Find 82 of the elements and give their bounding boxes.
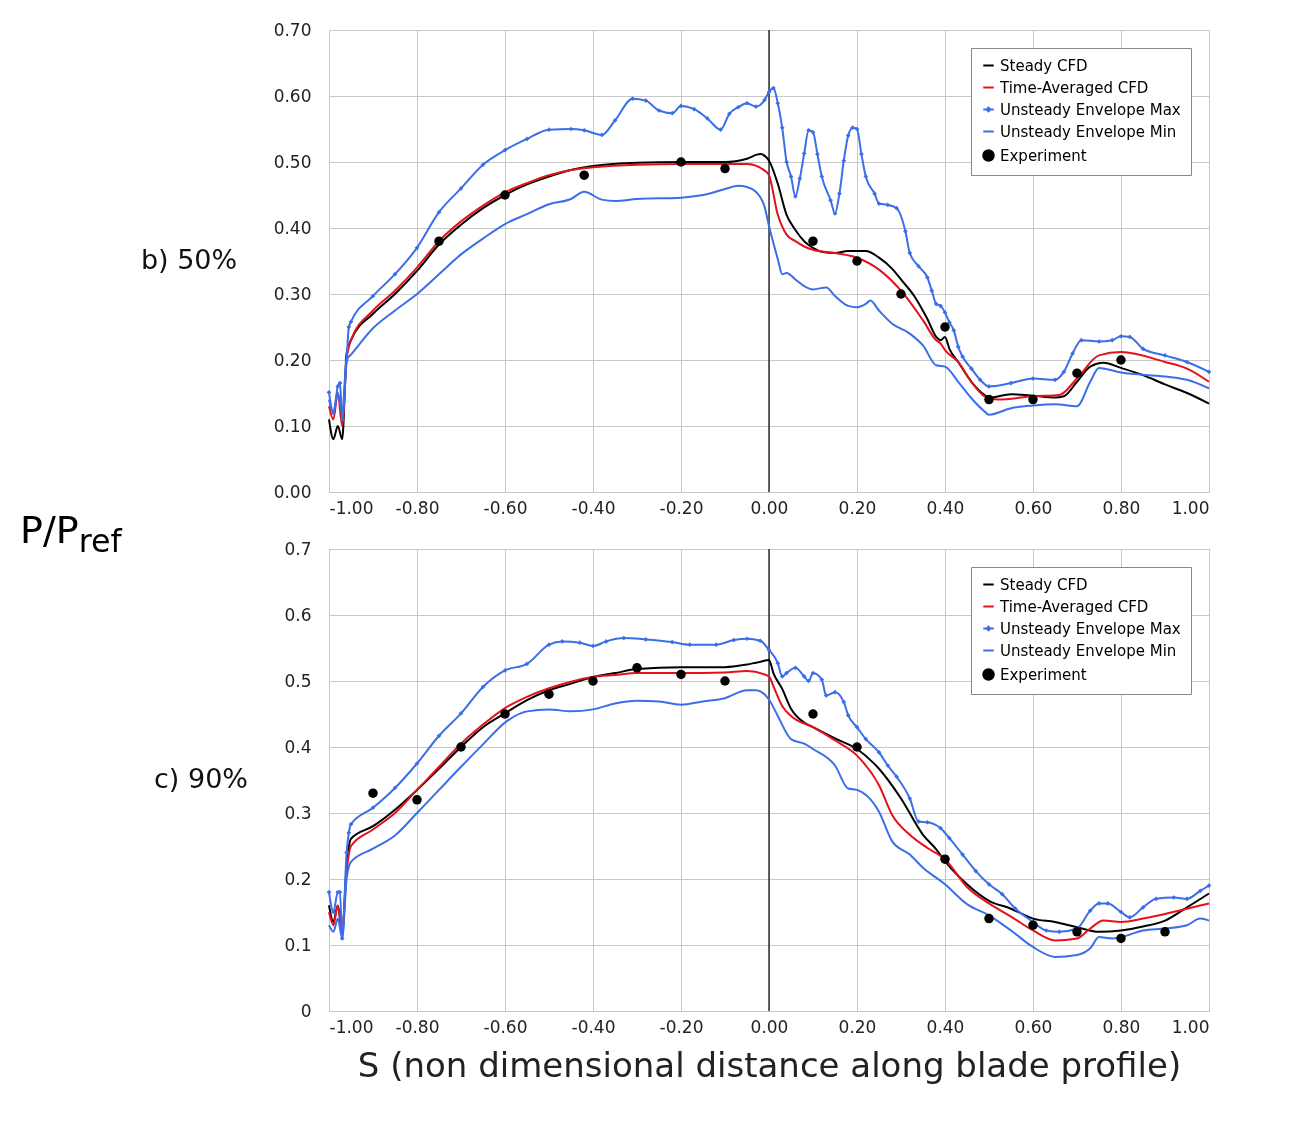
x-tick-label: 1.00 xyxy=(1171,497,1210,518)
x-tick-label: -0.20 xyxy=(659,1016,704,1037)
x-tick-label: 0.80 xyxy=(1102,497,1141,518)
x-tick-label: 0.60 xyxy=(1014,1016,1053,1037)
x-tick-label: 0.60 xyxy=(1014,497,1053,518)
x-tick-label: 0.20 xyxy=(838,497,877,518)
x-tick-label: -0.40 xyxy=(571,1016,616,1037)
legend-label: Steady CFD xyxy=(1000,56,1088,75)
y-tick-label: 0.5 xyxy=(284,670,312,691)
point xyxy=(808,709,818,719)
y-tick-label: 0 xyxy=(300,1000,312,1021)
y-tick-label: 0.4 xyxy=(284,736,312,757)
x-tick-label: -0.60 xyxy=(483,1016,528,1037)
point xyxy=(500,190,510,200)
x-tick-label: -0.20 xyxy=(659,497,704,518)
point xyxy=(1116,355,1126,365)
y-tick-label: 0.00 xyxy=(273,481,312,502)
point xyxy=(808,236,818,246)
point xyxy=(720,676,730,686)
y-tick-label: 0.7 xyxy=(284,538,312,559)
y-tick-label: 0.10 xyxy=(273,415,312,436)
point xyxy=(984,394,994,405)
x-tick-label: -0.40 xyxy=(571,497,616,518)
x-tick-label: 0.40 xyxy=(926,497,965,518)
legend-label: Unsteady Envelope Min xyxy=(1000,122,1177,141)
point xyxy=(1072,927,1082,937)
point xyxy=(412,795,422,805)
point xyxy=(500,709,510,719)
y-tick-label: 0.40 xyxy=(273,217,312,238)
point xyxy=(588,676,598,686)
legend-label: Time-Averaged CFD xyxy=(999,78,1149,97)
point xyxy=(1028,920,1038,930)
point xyxy=(720,163,730,174)
y-tick-label: 0.3 xyxy=(284,802,312,823)
legend-label: Unsteady Envelope Max xyxy=(1000,100,1181,119)
legend-label: Unsteady Envelope Max xyxy=(1000,619,1181,638)
y-axis-title: P/P$_{ref}$ xyxy=(20,508,122,559)
x-tick-label: 1.00 xyxy=(1171,1016,1210,1037)
x-tick-label: -0.80 xyxy=(395,1016,440,1037)
point xyxy=(896,289,906,299)
point xyxy=(1028,394,1038,405)
y-tick-label: 0.2 xyxy=(284,868,312,889)
point xyxy=(940,322,950,332)
x-tick-label: 0.40 xyxy=(926,1016,965,1037)
y-tick-label: 0.6 xyxy=(284,604,312,625)
legend-label: Time-Averaged CFD xyxy=(999,597,1149,616)
point xyxy=(1160,927,1170,937)
legend-label: Unsteady Envelope Min xyxy=(1000,641,1177,660)
x-tick-label: -1.00 xyxy=(329,497,374,518)
x-tick-label: 0.00 xyxy=(750,1016,789,1037)
point xyxy=(852,256,862,266)
point xyxy=(632,663,642,673)
y-tick-label: 0.1 xyxy=(284,934,312,955)
legend-label: Steady CFD xyxy=(1000,575,1088,594)
y-tick-label: 0.20 xyxy=(273,349,312,370)
y-tick-label: 0.30 xyxy=(273,283,312,304)
text: c) 90% xyxy=(153,763,248,794)
point xyxy=(579,170,589,180)
point xyxy=(940,854,950,864)
point xyxy=(676,669,686,680)
y-tick-label: 0.60 xyxy=(273,85,312,106)
legend-label: Experiment xyxy=(1000,665,1087,684)
x-tick-label: 0.80 xyxy=(1102,1016,1141,1037)
point xyxy=(368,788,378,798)
point xyxy=(852,742,862,752)
x-tick-label: -0.80 xyxy=(395,497,440,518)
x-tick-label: -0.60 xyxy=(483,497,528,518)
x-tick-label: 0.20 xyxy=(838,1016,877,1037)
point xyxy=(1116,933,1126,944)
point xyxy=(984,913,994,924)
legend-label: Experiment xyxy=(1000,146,1087,165)
point xyxy=(434,236,444,246)
x-tick-label: -1.00 xyxy=(329,1016,374,1037)
point xyxy=(544,689,554,699)
point xyxy=(456,742,466,752)
y-tick-label: 0.70 xyxy=(273,19,312,40)
point xyxy=(1072,368,1082,378)
text: b) 50% xyxy=(140,244,238,275)
x-axis-title: S (non dimensional distance along blade profile) xyxy=(357,1044,1182,1085)
x-tick-label: 0.00 xyxy=(750,497,789,518)
y-tick-label: 0.50 xyxy=(273,151,312,172)
point xyxy=(676,157,686,167)
